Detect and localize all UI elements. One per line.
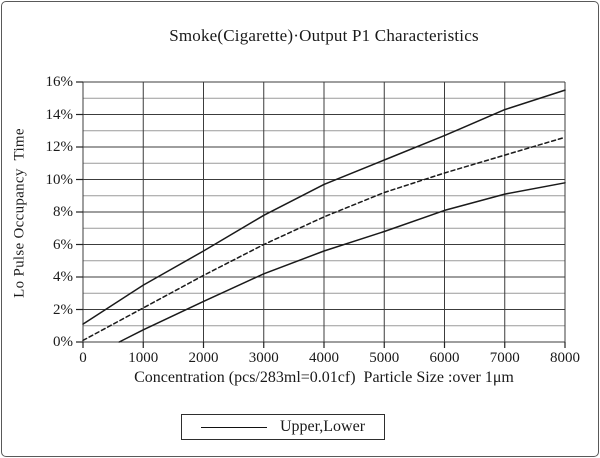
y-axis-title: Lo Pulse Occupancy Time (11, 128, 28, 298)
chart-title: Smoke(Cigarette)·Output P1 Characteristi… (169, 26, 479, 45)
series-lower (118, 182, 566, 343)
x-tick-label: 0 (79, 350, 87, 366)
x-tick-label: 4000 (309, 350, 339, 366)
y-tick-label: 4% (53, 269, 73, 285)
x-tick-label: 3000 (248, 350, 279, 366)
y-tick-label: 0% (53, 334, 73, 350)
y-tick-label: 12% (45, 139, 74, 155)
y-tick-label: 14% (45, 106, 74, 123)
series-upper (82, 89, 566, 325)
legend-label: Upper,Lower (279, 418, 366, 435)
legend-line-sample (200, 426, 267, 428)
y-tick-label: 2% (53, 301, 73, 318)
y-tick-label: 10% (45, 171, 74, 188)
x-tick-label: 8000 (550, 350, 580, 366)
series-middle-dashed (82, 136, 566, 342)
x-tick-label: 7000 (489, 350, 520, 366)
x-tick-label: 5000 (369, 350, 400, 366)
y-tick-label: 8% (53, 204, 73, 220)
x-tick-label: 6000 (429, 350, 460, 366)
legend-box: Upper,Lower (181, 414, 385, 440)
x-tick-label: 2000 (188, 350, 219, 366)
y-tick-label: 6% (53, 236, 73, 253)
y-tick-label: 16% (45, 74, 74, 90)
x-tick-label: 1000 (128, 350, 159, 366)
x-axis-title: Concentration (pcs/283ml=0.01cf) Particl… (134, 369, 514, 386)
